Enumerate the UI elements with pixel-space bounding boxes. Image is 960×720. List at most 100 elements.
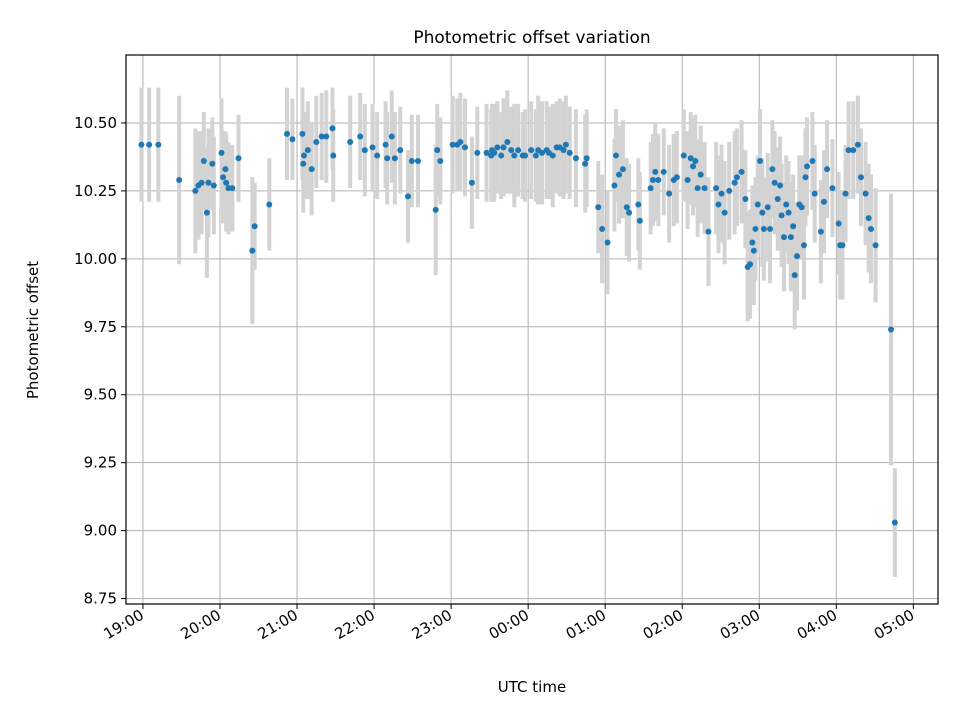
data-point <box>498 152 505 159</box>
data-point <box>757 157 764 164</box>
data-point <box>850 147 857 154</box>
data-point <box>323 133 330 140</box>
data-point <box>636 217 643 224</box>
data-point <box>449 141 456 148</box>
data-point <box>318 133 325 140</box>
data-point <box>611 182 618 189</box>
data-point <box>754 201 761 208</box>
data-point <box>811 190 818 197</box>
data-point <box>767 225 774 232</box>
data-point <box>684 177 691 184</box>
data-point <box>209 160 216 167</box>
data-point <box>649 177 656 184</box>
data-point <box>778 212 785 219</box>
data-point <box>508 147 515 154</box>
data-point <box>804 163 811 170</box>
data-point <box>845 147 852 154</box>
data-point <box>692 157 699 164</box>
data-point <box>774 196 781 203</box>
data-point <box>313 138 320 145</box>
data-point <box>713 185 720 192</box>
data-point <box>747 261 754 268</box>
data-point <box>491 149 498 156</box>
data-point <box>802 174 809 181</box>
data-point <box>528 147 535 154</box>
data-point <box>794 253 801 260</box>
data-point <box>205 179 212 186</box>
data-point <box>138 141 145 148</box>
data-point <box>284 130 291 137</box>
data-point <box>494 144 501 151</box>
data-point <box>468 179 475 186</box>
data-point <box>457 138 464 145</box>
data-point <box>829 185 836 192</box>
data-point <box>742 196 749 203</box>
data-point <box>369 144 376 151</box>
data-point <box>582 160 589 167</box>
data-point <box>329 125 336 132</box>
data-point <box>391 155 398 162</box>
data-point <box>549 152 556 159</box>
data-point <box>461 144 468 151</box>
data-point <box>235 155 242 162</box>
data-point <box>504 138 511 145</box>
data-point <box>619 166 626 173</box>
data-point <box>511 152 518 159</box>
data-point <box>777 182 784 189</box>
data-point <box>718 190 725 197</box>
data-point <box>783 201 790 208</box>
data-point <box>798 204 805 211</box>
data-point <box>687 155 694 162</box>
y-tick-label: 9.75 <box>84 318 117 336</box>
data-point <box>771 179 778 186</box>
data-point <box>862 190 869 197</box>
data-point <box>842 190 849 197</box>
data-point <box>690 163 697 170</box>
data-point <box>308 166 315 173</box>
data-point <box>759 209 766 216</box>
data-point <box>289 136 296 143</box>
data-point <box>623 204 630 211</box>
x-axis-label: UTC time <box>498 678 566 696</box>
data-point <box>749 239 756 246</box>
plot-frame <box>125 54 939 605</box>
data-point <box>397 147 404 154</box>
data-point <box>697 171 704 178</box>
data-point <box>817 228 824 235</box>
data-point <box>865 215 872 222</box>
data-point <box>522 152 529 159</box>
data-point <box>347 138 354 145</box>
data-point <box>382 141 389 148</box>
data-point <box>388 133 395 140</box>
data-point <box>857 174 864 181</box>
data-point <box>304 147 311 154</box>
data-point <box>731 179 738 186</box>
data-point <box>155 141 162 148</box>
data-point <box>203 209 210 216</box>
data-point <box>780 234 787 241</box>
data-point <box>218 149 225 156</box>
data-point <box>791 272 798 279</box>
data-point <box>721 209 728 216</box>
data-point <box>705 228 712 235</box>
data-point <box>300 160 307 167</box>
data-point <box>192 187 199 194</box>
data-point <box>251 223 258 230</box>
data-point <box>361 147 368 154</box>
data-point <box>562 141 569 148</box>
data-point <box>854 141 861 148</box>
y-tick-label: 8.75 <box>84 590 117 608</box>
data-point <box>300 152 307 159</box>
data-point <box>483 149 490 156</box>
y-axis-label: Photometric offset <box>24 261 42 399</box>
data-point <box>357 133 364 140</box>
data-point <box>835 220 842 227</box>
data-point <box>532 152 539 159</box>
data-point <box>200 157 207 164</box>
data-point <box>626 209 633 216</box>
data-point <box>437 157 444 164</box>
data-point <box>560 147 567 154</box>
data-point <box>733 174 740 181</box>
data-point <box>660 168 667 175</box>
data-point <box>616 171 623 178</box>
